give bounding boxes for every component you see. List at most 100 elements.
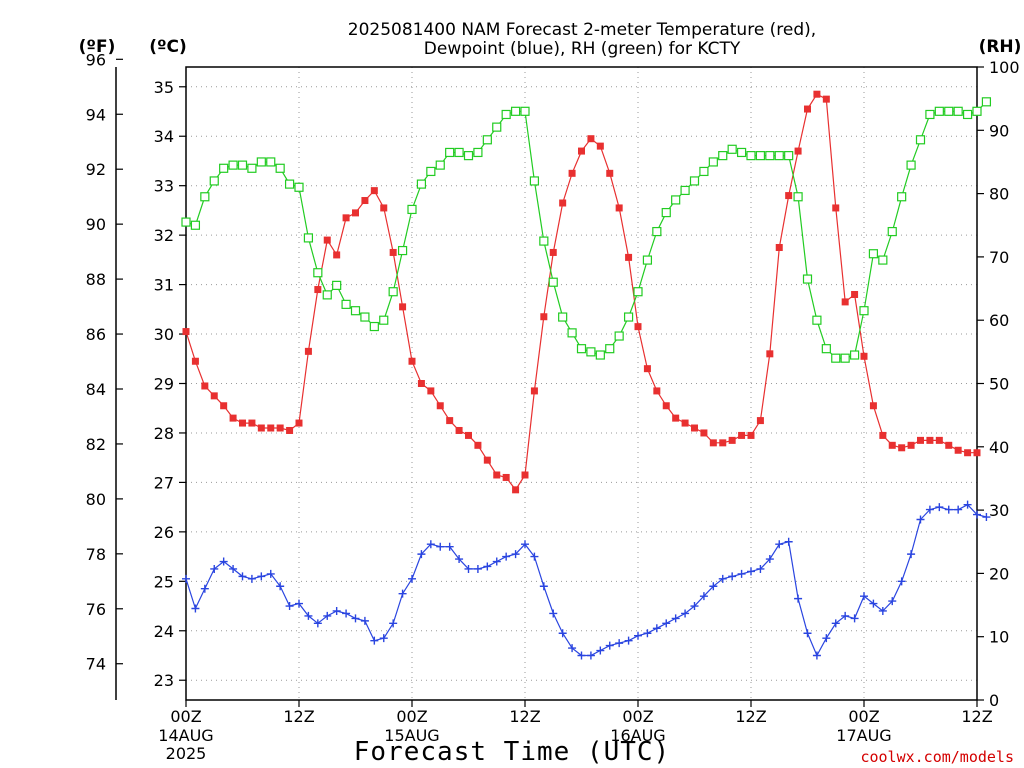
- dewpoint-point: [812, 651, 821, 660]
- rh-series: [181, 97, 992, 363]
- temperature-point: [493, 471, 501, 479]
- temperature-point: [691, 424, 698, 432]
- dewpoint-point: [831, 619, 840, 628]
- temperature-point: [888, 441, 896, 449]
- dewpoint-point: [238, 572, 247, 581]
- dewpoint-point: [417, 550, 426, 559]
- dewpoint-point: [473, 564, 482, 573]
- temperature-point: [954, 446, 962, 454]
- dewpoint-point: [257, 572, 266, 581]
- dewpoint-point: [295, 599, 303, 608]
- dewpoint-point: [389, 619, 398, 628]
- rh-point: [567, 328, 577, 338]
- temperature-point: [182, 328, 190, 336]
- temperature-point: [314, 286, 322, 294]
- temperature-point: [210, 392, 218, 400]
- time-tick-label: 12Z: [509, 707, 540, 726]
- title-line-2: Dewpoint (blue), RH (green) for KCTY: [424, 39, 741, 59]
- rh-axis: 0 10 20 30 40 50 60 70 80 90 100: [977, 58, 1020, 710]
- rh-point: [435, 160, 445, 170]
- dewpoint-point: [539, 582, 548, 591]
- temperature-point: [766, 350, 774, 358]
- dewpoint-point: [530, 552, 539, 561]
- rh-tick-label: 0: [989, 691, 999, 710]
- rh-tick-label: 10: [989, 628, 1009, 647]
- celsius-tick-label: 27: [154, 473, 174, 492]
- rh-tick-label: 20: [989, 564, 1009, 583]
- x-axis-title: Forecast Time (UTC): [354, 737, 670, 767]
- celsius-axis: 23 24 25 26 27 28 29 30 31 32 33 34 35: [154, 78, 186, 690]
- rh-point: [416, 179, 427, 189]
- rh-point: [313, 268, 323, 278]
- dewpoint-point: [219, 557, 228, 566]
- temperature-point: [446, 417, 454, 425]
- temperature-point: [898, 444, 906, 452]
- dewpoint-point: [511, 550, 520, 559]
- dewpoint-point: [747, 567, 755, 576]
- temperature-point: [361, 197, 369, 205]
- rh-point: [492, 122, 502, 132]
- temperature-point: [634, 323, 642, 331]
- temperature-point: [239, 419, 246, 427]
- source-credit: coolwx.com/models: [860, 748, 1014, 766]
- rh-point: [219, 163, 229, 173]
- rh-point: [661, 207, 671, 218]
- fahrenheit-tick-label: 90: [86, 215, 106, 234]
- fahrenheit-unit-label: (ºF): [79, 37, 116, 57]
- dewpoint-point: [775, 540, 784, 549]
- dewpoint-point: [756, 564, 765, 573]
- dewpoint-point: [699, 592, 708, 601]
- rh-point: [934, 106, 944, 116]
- dewpoint-point: [925, 505, 934, 514]
- fahrenheit-tick-label: 80: [86, 490, 106, 509]
- dewpoint-point: [973, 510, 981, 519]
- time-tick-label: 12Z: [735, 707, 766, 726]
- rh-point: [369, 321, 379, 332]
- rh-point: [284, 179, 295, 189]
- rh-point: [793, 192, 803, 202]
- date-label: 17AUG: [836, 726, 891, 745]
- dewpoint-point: [954, 505, 963, 514]
- temperature-point: [549, 248, 557, 256]
- dewpoint-point: [643, 629, 652, 638]
- temperature-point: [220, 402, 228, 410]
- rh-point: [727, 144, 737, 154]
- rh-point: [275, 163, 285, 173]
- time-tick-label: 00Z: [170, 707, 201, 726]
- rh-point: [256, 157, 266, 167]
- dewpoint-point: [342, 609, 351, 618]
- dewpoint-point: [737, 569, 746, 578]
- rh-point: [755, 151, 766, 161]
- temperature-point: [738, 431, 746, 439]
- rh-point: [614, 331, 624, 341]
- temperature-point: [851, 290, 859, 298]
- time-tick-label: 00Z: [396, 707, 427, 726]
- celsius-tick-label: 34: [154, 127, 174, 146]
- rh-point: [529, 176, 540, 186]
- fahrenheit-tick-label: 76: [86, 600, 106, 619]
- celsius-tick-label: 24: [154, 622, 174, 641]
- date-label: 2025: [166, 744, 207, 763]
- temperature-point: [869, 402, 877, 410]
- temperature-point: [775, 244, 783, 252]
- dewpoint-point: [794, 594, 803, 603]
- rh-point: [925, 109, 935, 120]
- dewpoint-point: [568, 644, 577, 653]
- dewpoint-point: [671, 614, 680, 623]
- dewpoint-point: [784, 537, 793, 546]
- temperature-point: [606, 169, 614, 177]
- dewpoint-point: [370, 636, 379, 645]
- rh-point: [228, 160, 238, 170]
- dewpoint-point: [850, 614, 859, 623]
- rh-tick-label: 50: [989, 375, 1009, 394]
- temperature-point: [304, 347, 312, 355]
- dewpoint-line: [185, 503, 987, 657]
- temperature-point: [935, 436, 943, 444]
- temperature-point: [417, 380, 425, 387]
- rh-tick-label: 40: [989, 438, 1009, 457]
- temperature-point: [201, 382, 209, 390]
- celsius-tick-label: 25: [154, 572, 174, 591]
- rh-point: [407, 204, 417, 215]
- dewpoint-point: [916, 515, 925, 524]
